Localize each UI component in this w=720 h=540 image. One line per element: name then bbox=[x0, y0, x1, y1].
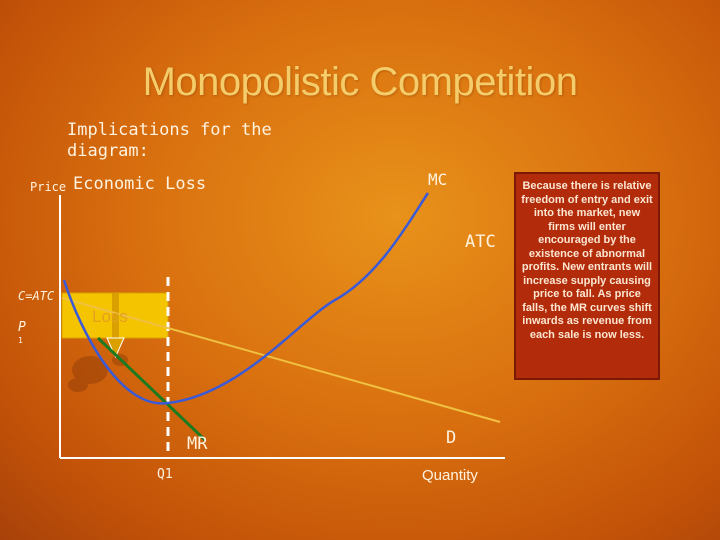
subtitle: Implications for the diagram: bbox=[67, 120, 272, 161]
demand-label: D bbox=[446, 428, 457, 448]
explanation-note: Because there is relative freedom of ent… bbox=[514, 172, 660, 380]
p-label: P bbox=[18, 320, 26, 335]
mc-label: MC bbox=[428, 170, 448, 189]
y-axis-label: Price bbox=[30, 180, 67, 194]
mc-atc-curve bbox=[62, 192, 430, 405]
atc-label: ATC bbox=[465, 232, 496, 252]
economic-loss-label: Economic Loss bbox=[73, 174, 207, 194]
demand-curve bbox=[61, 297, 501, 423]
mr-curve bbox=[96, 336, 207, 442]
p-subscript: 1 bbox=[18, 336, 23, 345]
page-title: Monopolistic Competition bbox=[142, 60, 578, 104]
decorative-figure bbox=[68, 354, 128, 392]
down-arrow-icon bbox=[106, 293, 125, 359]
x-axis-label: Quantity bbox=[422, 467, 478, 484]
c-atc-label: C=ATC bbox=[18, 289, 55, 303]
mr-label: MR bbox=[187, 434, 208, 454]
loss-label: Loss bbox=[92, 307, 128, 326]
q1-label: Q1 bbox=[157, 467, 173, 482]
